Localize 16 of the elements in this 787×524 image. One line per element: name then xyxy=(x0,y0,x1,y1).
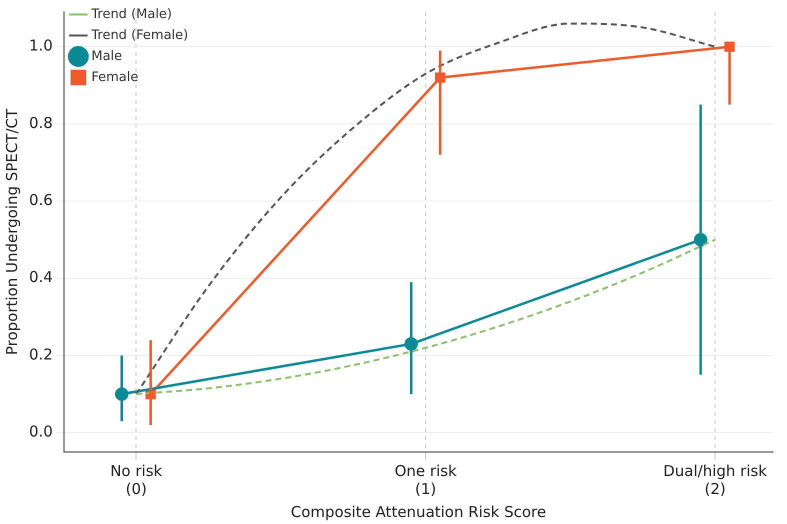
x-tick-label: No risk (0) xyxy=(110,462,163,498)
x-axis-title: Composite Attenuation Risk Score xyxy=(290,502,546,521)
legend-label: Male xyxy=(91,48,122,64)
legend-label: Trend (Female) xyxy=(90,28,188,43)
y-axis-title: Proportion Undergoing SPECT/CT xyxy=(2,108,21,356)
y-tick-label: 1.0 xyxy=(28,36,53,55)
x-tick-label: One risk (1) xyxy=(394,462,458,498)
y-tick-label: 0.0 xyxy=(28,422,53,441)
x-tick-label: Dual/high risk (2) xyxy=(663,462,768,498)
y-tick-label: 0.8 xyxy=(28,114,53,132)
y-tick-label: 0.2 xyxy=(28,345,53,364)
point xyxy=(724,42,735,52)
legend-label: Trend (Male) xyxy=(90,6,172,22)
y-tick-label: 0.6 xyxy=(28,191,53,210)
y-tick-label: 0.4 xyxy=(28,268,53,286)
legend-label: Female xyxy=(91,70,138,85)
